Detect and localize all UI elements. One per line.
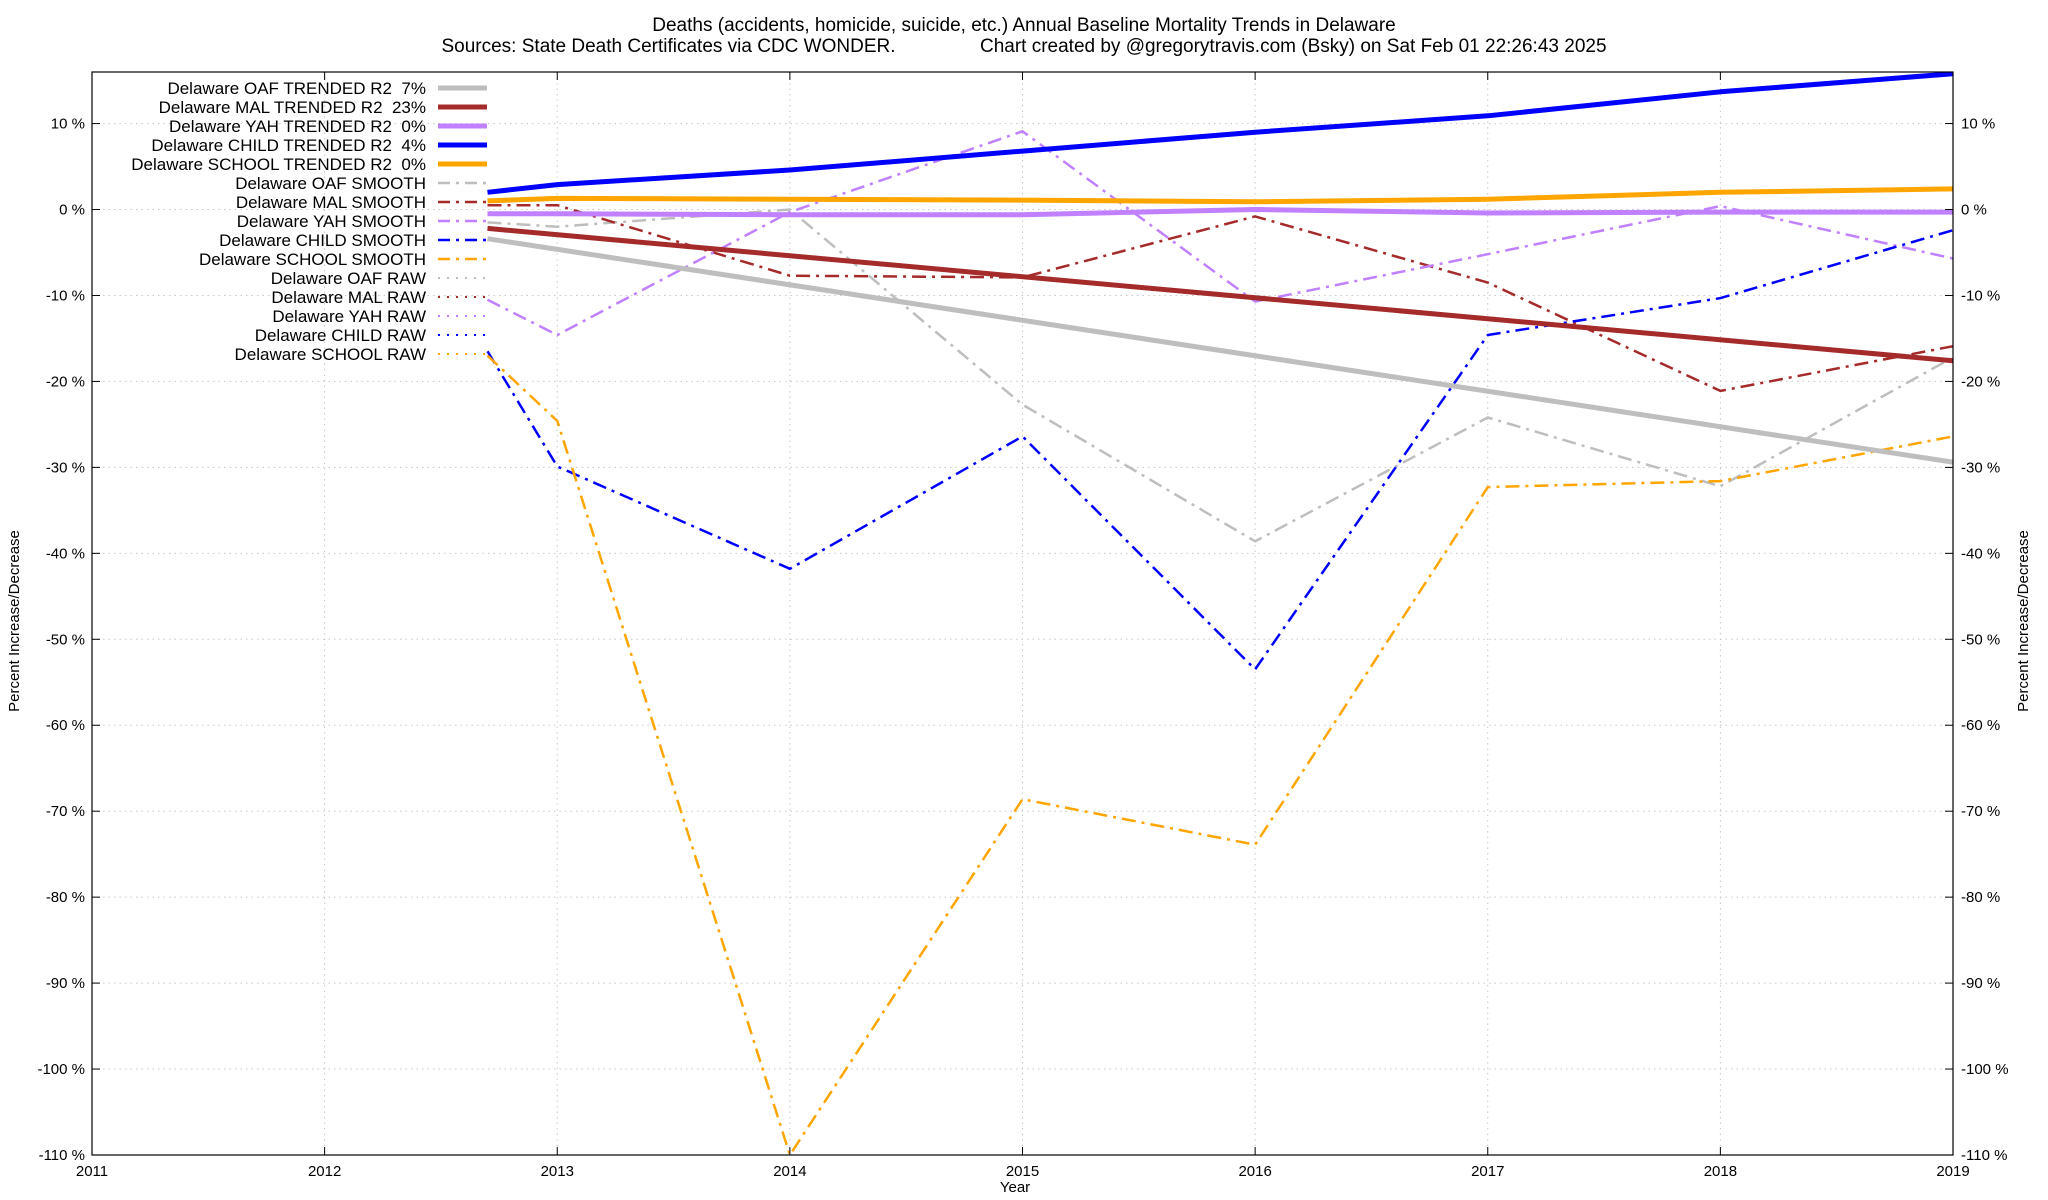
- y2-tick-label: -110 %: [1961, 1147, 2007, 1164]
- y2-tick-label: -70 %: [1961, 803, 2000, 820]
- y2-tick-label: -90 %: [1961, 975, 2000, 992]
- legend-label: Delaware MAL SMOOTH: [236, 193, 426, 212]
- y2-tick-label: 0 %: [1961, 202, 1987, 219]
- legend-label: Delaware OAF TRENDED R2 7%: [167, 79, 426, 98]
- x-tick-label: 2019: [1936, 1163, 1969, 1180]
- y2-axis-label: Percent Increase/Decrease: [2015, 530, 2032, 712]
- y-tick-label: -80 %: [46, 889, 85, 906]
- axis-ticks: 2011 2012 2013 2014 2015 2016 2017 2018 2019 10 %…: [37, 72, 2009, 1180]
- y-tick-label: -60 %: [46, 717, 85, 734]
- y2-tick-label: 10 %: [1961, 116, 1995, 133]
- legend-label: Delaware MAL TRENDED R2 23%: [159, 98, 426, 117]
- series-line-delaware-oaf-smooth: [487, 208, 1953, 543]
- y-tick-label: -20 %: [46, 373, 85, 390]
- legend: Delaware OAF TRENDED R2 7%Delaware MAL T…: [131, 79, 487, 364]
- grid: [92, 72, 1953, 1156]
- series-line-delaware-child-smooth: [486, 229, 1953, 671]
- legend-label: Delaware CHILD SMOOTH: [219, 231, 426, 250]
- x-axis-label: Year: [1000, 1179, 1030, 1196]
- legend-label: Delaware OAF SMOOTH: [235, 174, 426, 193]
- y2-tick-label: -10 %: [1961, 287, 2000, 304]
- y2-tick-label: -100 %: [1961, 1061, 2009, 1078]
- y-tick-label: -30 %: [46, 459, 85, 476]
- legend-label: Delaware CHILD RAW: [255, 326, 426, 345]
- y-tick-label: -10 %: [46, 287, 85, 304]
- legend-label: Delaware YAH RAW: [272, 307, 426, 326]
- y-tick-label: -100 %: [37, 1061, 85, 1078]
- y2-tick-label: -80 %: [1961, 889, 2000, 906]
- legend-label: Delaware CHILD TRENDED R2 4%: [151, 136, 426, 155]
- y-tick-label: -50 %: [46, 631, 85, 648]
- legend-label: Delaware YAH SMOOTH: [237, 212, 426, 231]
- series-line-delaware-school-smooth: [486, 354, 1953, 1155]
- legend-label: Delaware SCHOOL SMOOTH: [199, 250, 426, 269]
- y-tick-label: -110 %: [39, 1147, 85, 1164]
- y2-tick-label: -30 %: [1961, 459, 2000, 476]
- series-line-delaware-mal-trended-r2-23: [487, 225, 1953, 364]
- y-axis-label: Percent Increase/Decrease: [6, 530, 23, 712]
- x-tick-label: 2018: [1704, 1163, 1737, 1180]
- legend-label: Delaware YAH TRENDED R2 0%: [169, 117, 426, 136]
- y2-tick-label: -40 %: [1961, 545, 2000, 562]
- legend-label: Delaware OAF RAW: [271, 269, 426, 288]
- series-line-delaware-mal-smooth: [487, 203, 1953, 393]
- y-tick-label: 10 %: [51, 116, 85, 133]
- legend-label: Delaware SCHOOL RAW: [235, 345, 426, 364]
- series-line-delaware-child-trended-r2-4: [487, 72, 1953, 195]
- y-tick-label: -70 %: [46, 803, 85, 820]
- legend-label: Delaware SCHOOL TRENDED R2 0%: [131, 155, 426, 174]
- chart-title: Deaths (accidents, homicide, suicide, et…: [652, 15, 1395, 36]
- x-tick-label: 2011: [76, 1163, 108, 1180]
- x-tick-label: 2012: [308, 1163, 341, 1180]
- x-tick-label: 2016: [1238, 1163, 1271, 1180]
- x-tick-label: 2014: [773, 1163, 806, 1180]
- y-tick-label: -90 %: [46, 975, 85, 992]
- y-tick-label: 0 %: [59, 202, 85, 219]
- legend-label: Delaware MAL RAW: [271, 288, 426, 307]
- y2-tick-label: -50 %: [1961, 631, 2000, 648]
- x-tick-label: 2015: [1006, 1163, 1039, 1180]
- x-tick-label: 2013: [541, 1163, 574, 1180]
- plot-series: [486, 72, 1953, 1155]
- series-line-delaware-yah-trended-r2-0: [487, 207, 1953, 218]
- y2-tick-label: -20 %: [1961, 373, 2000, 390]
- chart-subtitle: Sources: State Death Certificates via CD…: [441, 36, 1606, 57]
- series-line-delaware-school-trended-r2-0: [487, 186, 1953, 205]
- x-tick-label: 2017: [1471, 1163, 1504, 1180]
- y-tick-label: -40 %: [46, 545, 85, 562]
- series-line-delaware-yah-smooth: [486, 130, 1953, 337]
- series-line-delaware-oaf-trended-r2-7: [487, 236, 1953, 465]
- y2-tick-label: -60 %: [1961, 717, 2000, 734]
